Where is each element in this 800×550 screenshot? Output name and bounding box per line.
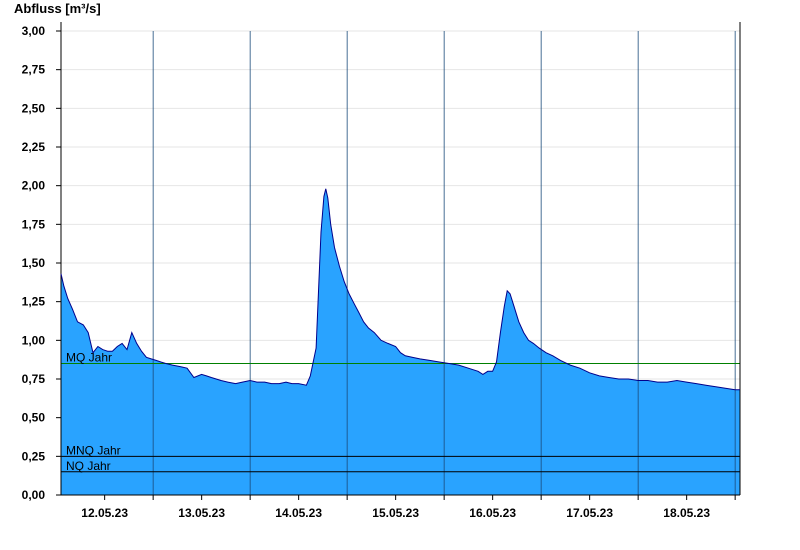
- axes: [56, 22, 741, 496]
- x-tick-label: 16.05.23: [469, 506, 516, 520]
- x-tick-label: 18.05.23: [663, 506, 710, 520]
- discharge-area: [61, 188, 740, 496]
- reference-line-label: MQ Jahr: [66, 351, 112, 365]
- y-tick-label: 1,75: [22, 217, 46, 231]
- y-tick-label: 2,50: [22, 101, 46, 115]
- y-tick-label: 3,00: [22, 24, 46, 38]
- y-tick-label: 0,50: [22, 411, 46, 425]
- x-tick-label: 15.05.23: [372, 506, 419, 520]
- x-tick-label: 12.05.23: [81, 506, 128, 520]
- reference-line-label: NQ Jahr: [66, 459, 111, 473]
- reference-lines: MQ Jahr MNQ Jahr NQ Jahr: [61, 351, 740, 473]
- x-tick-label: 17.05.23: [566, 506, 613, 520]
- reference-line-label: MNQ Jahr: [66, 443, 121, 457]
- x-tick-label: 14.05.23: [275, 506, 322, 520]
- y-tick-label: 2,00: [22, 179, 46, 193]
- y-tick-label: 2,25: [22, 140, 46, 154]
- discharge-line: [60, 188, 740, 391]
- y-tick-label: 1,00: [22, 333, 46, 347]
- x-tick-labels: 12.05.23 13.05.23 14.05.23 15.05.23 16.05.23…: [81, 495, 736, 520]
- y-tick-label: 1,50: [22, 256, 46, 270]
- y-tick-label: 1,25: [22, 295, 46, 309]
- y-tick-label: 2,75: [22, 63, 46, 77]
- y-tick-labels: 0,00 0,25 0,50 0,75 1,00 1,25 1,50 1,75 2,00 2,25…: [22, 24, 61, 502]
- y-tick-label: 0,75: [22, 372, 46, 386]
- y-tick-label: 0,00: [22, 488, 46, 502]
- y-axis-title: Abfluss [m³/s]: [14, 1, 101, 16]
- day-separator-lines: [152, 31, 736, 495]
- x-tick-label: 13.05.23: [178, 506, 225, 520]
- y-tick-label: 0,25: [22, 449, 46, 463]
